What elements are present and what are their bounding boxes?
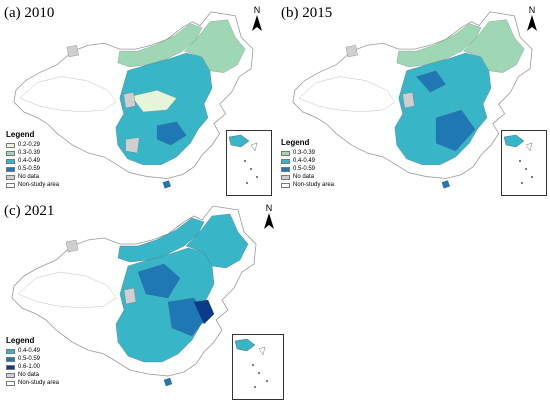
north-arrow-icon	[264, 213, 274, 229]
legend-swatch	[281, 166, 290, 172]
legend-label: 0.4-0.49	[18, 158, 41, 164]
north-arrow-icon	[252, 15, 262, 31]
legend-item: Non-study area	[281, 181, 334, 189]
legend-label: No data	[18, 372, 40, 378]
legend-swatch	[6, 150, 15, 156]
china-map	[13, 11, 254, 189]
legend-item: 0.6-1.00	[6, 363, 59, 371]
legend-item: 0.5-0.59	[281, 165, 334, 173]
legend-swatch	[6, 348, 15, 354]
legend-item: Non-study area	[6, 379, 59, 387]
north-arrow: N	[525, 6, 539, 38]
china-map	[11, 205, 257, 387]
legend-label: 0.3-0.39	[293, 150, 316, 156]
legend-label: 0.6-1.00	[18, 364, 41, 370]
legend-item: 0.4-0.49	[281, 157, 334, 165]
legend-swatch	[6, 356, 15, 362]
map-panel-2015: (b) 2015 N Legend 0.3-0.39 0.4-0.49 0.5-…	[275, 0, 550, 200]
legend-swatch	[6, 158, 15, 164]
legend-title: Legend	[6, 130, 35, 139]
legend: Legend 0.3-0.39 0.4-0.49 0.5-0.59 No dat…	[281, 138, 334, 189]
legend-swatch	[6, 142, 15, 148]
legend-item: No data	[6, 173, 59, 181]
north-arrow-label: N	[265, 203, 273, 213]
legend-item: 0.2-0.29	[6, 141, 59, 149]
inset-map	[503, 134, 533, 184]
north-arrow: N	[250, 6, 264, 38]
panel-title: (c) 2021	[4, 203, 55, 219]
north-arrow: N	[262, 204, 276, 236]
legend-label: 0.4-0.49	[293, 158, 316, 164]
legend-item: 0.3-0.39	[281, 149, 334, 157]
china-map	[292, 11, 533, 189]
map-panel-2010: (a) 2010 N Legend 0.2-0.29 0.3-0.39 0.4-…	[0, 0, 275, 200]
legend-swatch	[6, 372, 15, 378]
legend-item: No data	[281, 173, 334, 181]
legend-title: Legend	[6, 336, 35, 345]
north-arrow-icon	[527, 15, 537, 31]
legend: Legend 0.2-0.29 0.3-0.39 0.4-0.49 0.5-0.…	[6, 130, 59, 189]
legend-item: 0.4-0.49	[6, 347, 59, 355]
legend-swatch	[6, 182, 15, 188]
north-arrow-label: N	[253, 5, 261, 15]
legend-item: No data	[6, 371, 59, 379]
panel-title: (b) 2015	[281, 5, 333, 21]
legend-label: 0.4-0.49	[18, 348, 41, 354]
legend-label: Non-study area	[293, 182, 335, 188]
legend-swatch	[281, 150, 290, 156]
legend-label: No data	[293, 174, 315, 180]
south-china-sea-inset	[226, 130, 272, 196]
north-arrow-label: N	[528, 5, 536, 15]
inset-map	[234, 338, 268, 388]
legend-label: 0.5-0.59	[293, 166, 316, 172]
panel-title: (a) 2010	[4, 5, 55, 21]
legend-swatch	[281, 182, 290, 188]
legend-label: No data	[18, 174, 40, 180]
legend-swatch	[281, 158, 290, 164]
legend-swatch	[281, 174, 290, 180]
legend-item: 0.4-0.49	[6, 157, 59, 165]
legend-item: 0.5-0.59	[6, 355, 59, 363]
legend-label: Non-study area	[18, 182, 60, 188]
south-china-sea-inset	[501, 130, 547, 196]
inset-map	[228, 134, 258, 184]
legend-label: Non-study area	[18, 380, 60, 386]
legend-swatch	[6, 166, 15, 172]
legend-swatch	[6, 174, 15, 180]
legend-label: 0.5-0.59	[18, 166, 41, 172]
legend-label: 0.5-0.59	[18, 356, 41, 362]
legend-swatch	[6, 364, 15, 370]
legend-item: 0.5-0.59	[6, 165, 59, 173]
legend: Legend 0.4-0.49 0.5-0.59 0.6-1.00 No dat…	[6, 336, 59, 387]
legend-label: 0.3-0.39	[18, 150, 41, 156]
map-panel-2021: (c) 2021 N Legend 0.4-0.49 0.5-0.59 0.6-…	[0, 200, 290, 403]
south-china-sea-inset	[232, 334, 284, 400]
legend-swatch	[6, 380, 15, 386]
legend-item: Non-study area	[6, 181, 59, 189]
legend-item: 0.3-0.39	[6, 149, 59, 157]
legend-label: 0.2-0.29	[18, 142, 41, 148]
legend-title: Legend	[281, 138, 310, 147]
